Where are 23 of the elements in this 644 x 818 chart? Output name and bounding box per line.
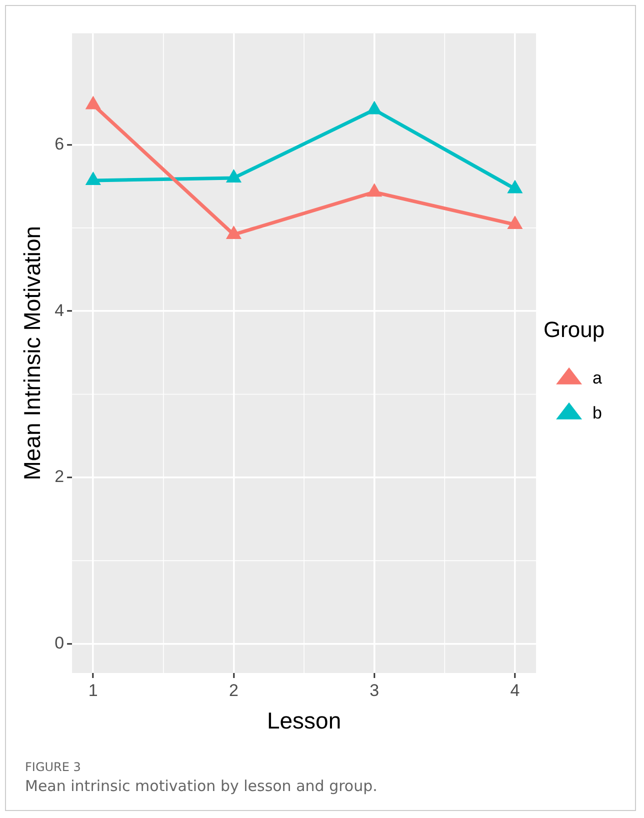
- y-axis-title: Mean Intrinsic Motivation: [19, 226, 46, 480]
- y-tick-label: 0: [54, 634, 64, 653]
- x-tick-label: 3: [370, 680, 380, 700]
- x-axis-title: Lesson: [266, 708, 342, 734]
- legend-label: b: [592, 403, 602, 422]
- point: [366, 183, 382, 197]
- point: [507, 180, 523, 194]
- caption: FIGURE 3: [25, 760, 82, 774]
- y-tick-label: 2: [54, 467, 64, 486]
- point: [226, 226, 242, 240]
- point: [226, 168, 242, 182]
- point: [85, 171, 101, 185]
- x-tick-label: 2: [229, 680, 238, 700]
- point: [366, 100, 382, 114]
- x-tick-label: 1: [88, 680, 98, 700]
- legend-title: Group: [543, 316, 605, 342]
- x-tick-label: 4: [510, 680, 520, 700]
- legend-label: a: [592, 368, 603, 388]
- point: [507, 216, 523, 230]
- text: Mean intrinsic motivation by lesson and group.: [25, 777, 378, 795]
- point: [85, 96, 101, 110]
- y-tick-label: 6: [54, 134, 64, 154]
- y-tick-label: 4: [54, 300, 64, 320]
